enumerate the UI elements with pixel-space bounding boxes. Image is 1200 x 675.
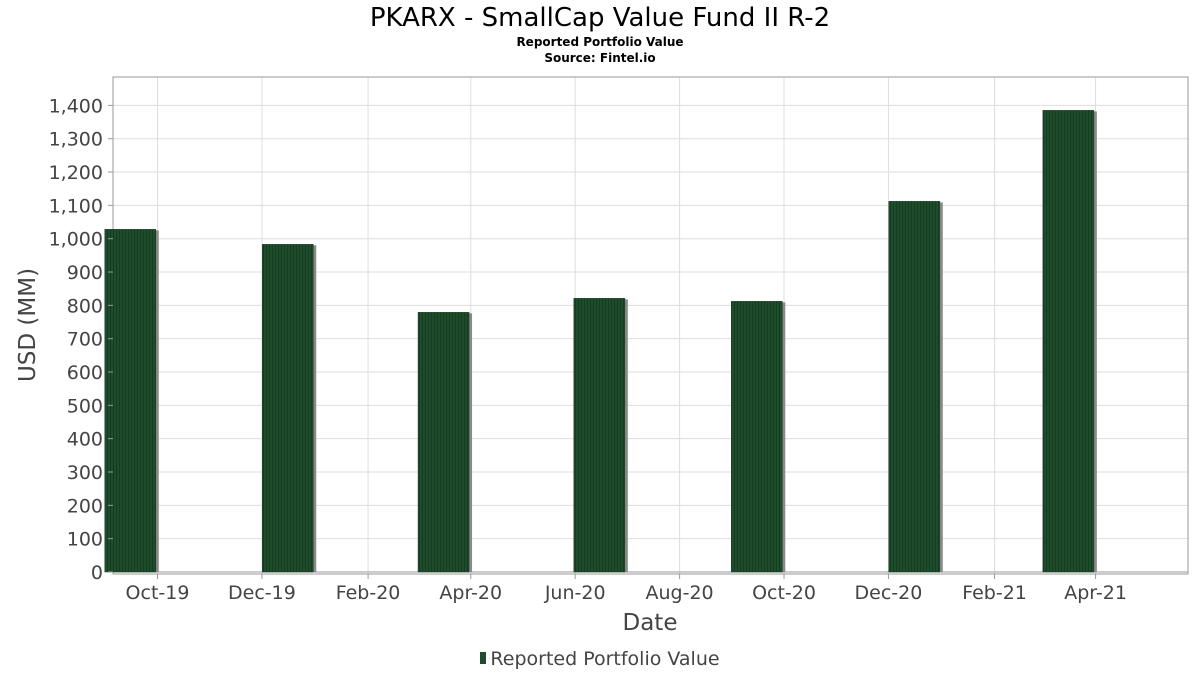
legend-swatch bbox=[480, 652, 487, 664]
y-tick-label: 100 bbox=[67, 529, 103, 551]
legend: Reported Portfolio Value bbox=[0, 647, 1200, 671]
bar bbox=[104, 229, 157, 573]
y-tick-label: 300 bbox=[67, 462, 103, 484]
y-tick-label: 400 bbox=[67, 429, 103, 451]
x-tick-label: Oct-20 bbox=[752, 582, 816, 604]
y-tick-label: 1,100 bbox=[49, 195, 103, 217]
x-tick-label: Apr-20 bbox=[439, 582, 502, 604]
y-tick-label: 600 bbox=[67, 362, 103, 384]
legend-label: Reported Portfolio Value bbox=[490, 648, 720, 670]
chart-subtitle: Reported Portfolio Value bbox=[516, 35, 684, 49]
chart-title: PKARX - SmallCap Value Fund II R-2 bbox=[369, 3, 831, 33]
y-tick-label: 700 bbox=[67, 329, 103, 351]
bar bbox=[1042, 110, 1095, 573]
chart-source: Source: Fintel.io bbox=[544, 51, 656, 65]
y-axis-title: USD (MM) bbox=[15, 268, 41, 382]
x-axis: Oct-19 Dec-19 Feb-20 Apr-20 Jun-20 Aug-20 Oct-… bbox=[126, 574, 1127, 604]
x-tick-label: Dec-20 bbox=[855, 582, 923, 604]
x-tick-label: Dec-19 bbox=[228, 582, 296, 604]
y-tick-label: 200 bbox=[67, 495, 103, 517]
y-tick-label: 900 bbox=[67, 262, 103, 284]
bar bbox=[573, 298, 626, 573]
bar bbox=[262, 244, 314, 573]
x-tick-label: Oct-19 bbox=[126, 582, 190, 604]
y-tick-label: 1,400 bbox=[49, 95, 103, 117]
bar bbox=[731, 301, 783, 573]
y-tick-label: 1,000 bbox=[49, 229, 103, 251]
x-tick-label: Jun-20 bbox=[544, 582, 606, 604]
x-axis-title: Date bbox=[623, 610, 678, 636]
y-tick-label: 500 bbox=[67, 395, 103, 417]
x-tick-label: Aug-20 bbox=[646, 582, 714, 604]
x-tick-label: Apr-21 bbox=[1064, 582, 1127, 604]
y-tick-label: 0 bbox=[91, 562, 103, 584]
bar bbox=[888, 201, 941, 573]
bar bbox=[417, 312, 470, 573]
y-tick-label: 1,300 bbox=[49, 129, 103, 151]
y-tick-label: 800 bbox=[67, 295, 103, 317]
x-tick-label: Feb-21 bbox=[962, 582, 1027, 604]
y-tick-label: 1,200 bbox=[49, 162, 103, 184]
y-axis: 0 100 200 300 400 500 600 700 800 900 1,000 1,100 1,… bbox=[49, 95, 113, 584]
x-tick-label: Feb-20 bbox=[336, 582, 401, 604]
bars bbox=[104, 110, 1097, 573]
